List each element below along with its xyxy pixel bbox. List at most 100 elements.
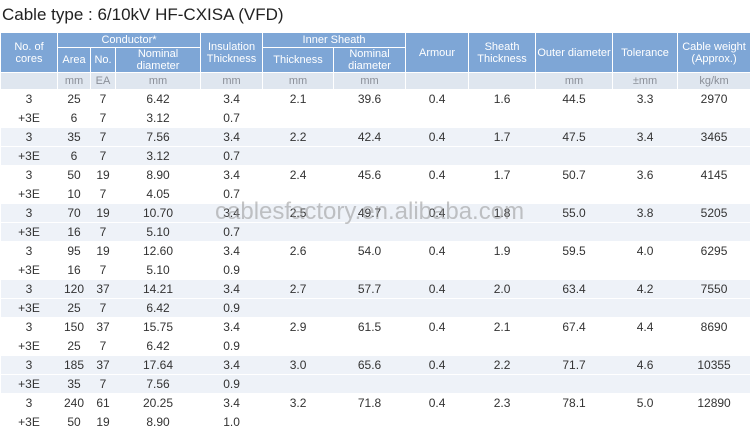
data-cell: 7 [91, 223, 116, 242]
data-cell: 70 [58, 204, 91, 223]
data-cell: 17.64 [116, 356, 201, 375]
unit-cell: mm [201, 73, 263, 90]
data-cell: 7 [91, 147, 116, 166]
data-cell: 3 [1, 204, 58, 223]
unit-cell: mm [334, 73, 406, 90]
data-cell: 3465 [678, 128, 750, 147]
data-cell [406, 337, 469, 356]
data-cell [406, 109, 469, 128]
data-cell: 6.42 [116, 337, 201, 356]
data-cell: 7550 [678, 280, 750, 299]
data-cell: 3 [1, 242, 58, 261]
data-cell: 61 [91, 394, 116, 413]
sub-header-cell: Nominal diameter [116, 48, 201, 73]
data-cell: 19 [91, 166, 116, 185]
data-cell: 6.42 [116, 299, 201, 318]
data-cell [613, 109, 678, 128]
data-cell [613, 375, 678, 394]
data-cell: 240 [58, 394, 91, 413]
data-cell: 4.4 [613, 318, 678, 337]
data-cell [469, 261, 536, 280]
data-cell: 5.10 [116, 261, 201, 280]
header-cell: Armour [406, 33, 469, 73]
data-cell [334, 109, 406, 128]
data-cell: 2970 [678, 90, 750, 109]
data-cell: 5.0 [613, 394, 678, 413]
data-cell: 12.60 [116, 242, 201, 261]
data-cell: 19 [91, 413, 116, 432]
title: Cable type : 6/10kV HF-CXISA (VFD) [0, 0, 750, 32]
data-cell: +3E [1, 223, 58, 242]
data-cell [613, 413, 678, 432]
data-cell: 0.9 [201, 299, 263, 318]
data-cell: 3.4 [201, 394, 263, 413]
data-cell: 3 [1, 166, 58, 185]
data-cell: 2.9 [263, 318, 334, 337]
data-cell: 67.4 [536, 318, 613, 337]
data-cell: 3.4 [201, 128, 263, 147]
data-cell: 37 [91, 318, 116, 337]
data-cell: 50.7 [536, 166, 613, 185]
data-cell: 50 [58, 413, 91, 432]
data-cell: 10 [58, 185, 91, 204]
unit-cell [406, 73, 469, 90]
data-cell: 3 [1, 356, 58, 375]
data-cell: +3E [1, 337, 58, 356]
unit-cell: ±mm [613, 73, 678, 90]
data-cell: +3E [1, 413, 58, 432]
data-cell [536, 413, 613, 432]
data-cell: 44.5 [536, 90, 613, 109]
data-cell [678, 223, 750, 242]
unit-cell: mm [116, 73, 201, 90]
data-cell: 65.6 [334, 356, 406, 375]
data-cell: 7 [91, 90, 116, 109]
data-cell: 10355 [678, 356, 750, 375]
data-cell [678, 299, 750, 318]
data-cell [406, 261, 469, 280]
sub-header-cell: Thickness [263, 48, 334, 73]
data-cell: 2.0 [469, 280, 536, 299]
data-cell: 3.12 [116, 109, 201, 128]
data-cell: 10.70 [116, 204, 201, 223]
unit-cell: kg/km [678, 73, 750, 90]
data-cell [536, 223, 613, 242]
data-cell [334, 375, 406, 394]
header-cell: Conductor* [58, 33, 201, 48]
data-cell: 35 [58, 375, 91, 394]
data-cell: 19 [91, 242, 116, 261]
data-cell: 25 [58, 299, 91, 318]
data-cell [678, 375, 750, 394]
data-cell: 57.7 [334, 280, 406, 299]
data-cell: 25 [58, 90, 91, 109]
unit-cell [1, 73, 58, 90]
data-cell: 7 [91, 337, 116, 356]
data-cell: 0.4 [406, 280, 469, 299]
data-cell: 2.2 [469, 356, 536, 375]
data-cell: 2.6 [263, 242, 334, 261]
data-cell: +3E [1, 147, 58, 166]
unit-cell: EA [91, 73, 116, 90]
data-cell: 0.7 [201, 109, 263, 128]
header-cell: Insulation Thickness [201, 33, 263, 73]
data-cell [406, 375, 469, 394]
data-cell: 7 [91, 128, 116, 147]
data-cell: 7 [91, 299, 116, 318]
data-cell: 55.0 [536, 204, 613, 223]
unit-cell: mm [58, 73, 91, 90]
data-cell [334, 337, 406, 356]
data-cell: 54.0 [334, 242, 406, 261]
data-cell [536, 185, 613, 204]
data-cell: 150 [58, 318, 91, 337]
data-cell: 3 [1, 90, 58, 109]
data-cell: 3.2 [263, 394, 334, 413]
data-cell: 71.8 [334, 394, 406, 413]
data-cell [536, 261, 613, 280]
data-cell: 5.10 [116, 223, 201, 242]
sub-header-cell: Nominal diameter [334, 48, 406, 73]
